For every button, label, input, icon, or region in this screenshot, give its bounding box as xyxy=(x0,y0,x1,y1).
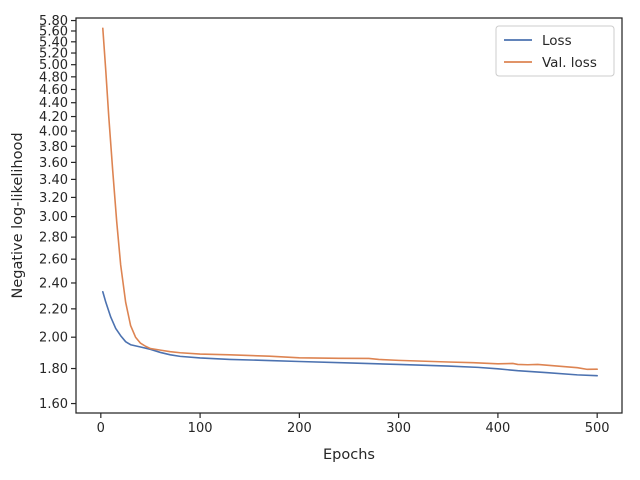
y-tick-label: 1.80 xyxy=(39,362,68,377)
x-tick-label: 500 xyxy=(585,421,610,436)
y-axis: 1.60 1.80 2.00 2.20 2.40 2.60 2.80 3.00 3.20 3.40… xyxy=(39,14,76,412)
y-tick-label: 4.20 xyxy=(39,110,68,125)
y-tick-label: 4.40 xyxy=(39,96,68,111)
legend-box xyxy=(495,25,615,77)
y-tick-label: 2.20 xyxy=(39,302,68,317)
y-tick-label: 4.00 xyxy=(39,125,68,140)
y-tick-label: 3.80 xyxy=(39,140,68,155)
y-tick-label: 5.20 xyxy=(39,47,68,62)
series-line-loss xyxy=(102,290,598,377)
y-tick-label: 3.60 xyxy=(39,156,68,171)
y-tick-label: 2.40 xyxy=(39,276,68,291)
y-tick-label: 2.60 xyxy=(39,253,68,268)
y-tick-label: 3.40 xyxy=(39,173,68,188)
y-axis-label: Negative log-likelihood xyxy=(10,132,26,298)
x-tick-label: 0 xyxy=(97,421,105,436)
y-tick-label: 5.80 xyxy=(39,14,68,29)
legend-label: Val. loss xyxy=(542,55,597,71)
y-tick-label: 4.60 xyxy=(39,83,68,98)
y-tick-label: 4.80 xyxy=(39,70,68,85)
x-axis: 0 100 200 300 400 500 xyxy=(97,413,610,436)
y-tick-label: 3.00 xyxy=(39,210,68,225)
plot-frame xyxy=(75,17,623,414)
x-tick-label: 300 xyxy=(386,421,411,436)
x-tick-label: 400 xyxy=(485,421,510,436)
y-tick-label: 1.60 xyxy=(39,397,68,412)
y-tick-label: 2.80 xyxy=(39,231,68,246)
x-tick-label: 200 xyxy=(287,421,312,436)
y-tick-label: 5.00 xyxy=(39,58,68,73)
y-tick-label: 2.00 xyxy=(39,331,68,346)
x-tick-label: 100 xyxy=(188,421,213,436)
series-layer xyxy=(102,27,598,377)
y-tick-label: 5.60 xyxy=(39,24,68,39)
series-line-val-loss xyxy=(102,27,598,371)
x-axis-label: Epochs xyxy=(323,447,375,463)
y-tick-label: 3.20 xyxy=(39,191,68,206)
y-tick-label: 5.40 xyxy=(39,35,68,50)
legend-label: Loss xyxy=(542,33,572,49)
legend: Loss Val. loss xyxy=(495,25,615,77)
